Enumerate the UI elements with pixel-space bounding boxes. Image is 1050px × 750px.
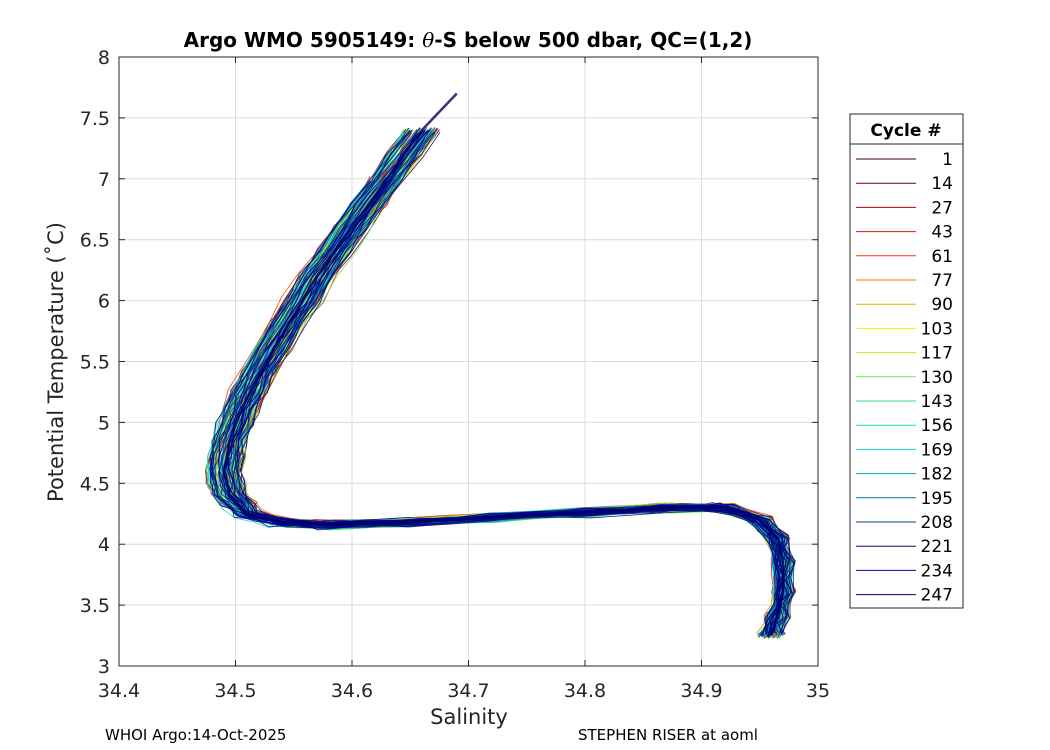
legend-entries: 1 14 27 43 61 77 90 103 117 130 143 156 169 182 195 208… (856, 150, 953, 606)
x-tick-label: 34.7 (447, 680, 489, 702)
legend-label: 43 (931, 223, 953, 243)
legend-label: 14 (931, 174, 953, 194)
y-tick-label: 6.5 (80, 230, 110, 252)
legend-label: 117 (921, 344, 953, 364)
chart-title: Argo WMO 5905149: θ-S below 500 dbar, QC… (184, 28, 753, 52)
plot-frame (118, 56, 819, 667)
title-suffix: -S below 500 dbar, QC=(1,2) (434, 28, 752, 52)
y-tick-labels: 3 3.5 4 4.5 5 5.5 6 6.5 7 7.5 8 (80, 47, 110, 678)
y-tick-label: 4.5 (80, 473, 110, 495)
legend-label: 169 (921, 440, 953, 460)
legend-label: 130 (921, 368, 953, 388)
legend-title: Cycle # (870, 121, 941, 141)
y-tick-label: 5.5 (80, 352, 110, 374)
y-tick-label: 7.5 (80, 108, 110, 130)
legend-label: 27 (931, 198, 953, 218)
legend-label: 90 (931, 295, 953, 315)
x-tick-label: 34.5 (214, 680, 256, 702)
y-tick-label: 4 (98, 534, 110, 556)
x-tick-label: 34.9 (680, 680, 722, 702)
legend-label: 182 (921, 465, 953, 485)
y-tick-label: 3.5 (80, 595, 110, 617)
profile-line (231, 128, 788, 637)
y-tick-label: 6 (98, 291, 110, 313)
legend-label: 1 (942, 150, 953, 170)
y-tick-label: 7 (98, 169, 110, 191)
legend-label: 103 (921, 319, 953, 339)
title-prefix: Argo WMO 5905149: (184, 28, 423, 52)
legend-label: 247 (921, 586, 953, 606)
footer-right: STEPHEN RISER at aoml (578, 726, 758, 744)
footer-left: WHOI Argo:14-Oct-2025 (105, 726, 287, 744)
y-tick-label: 3 (98, 656, 110, 678)
legend-label: 221 (921, 537, 953, 557)
y-tick-label: 8 (98, 47, 110, 69)
x-tick-label: 35 (806, 680, 830, 702)
x-tick-label: 34.6 (331, 680, 373, 702)
profile-lines (204, 92, 797, 640)
y-tick-label: 5 (98, 412, 110, 434)
legend-label: 77 (931, 271, 953, 291)
legend-label: 234 (921, 561, 953, 581)
x-tick-label: 34.4 (98, 680, 140, 702)
profile-core-line (222, 92, 785, 636)
legend-label: 208 (921, 513, 953, 533)
profile-line (210, 180, 784, 638)
legend-label: 156 (921, 416, 953, 436)
legend-label: 61 (931, 247, 953, 267)
x-tick-labels: 34.4 34.5 34.6 34.7 34.8 34.9 35 (98, 680, 830, 702)
legend-label: 195 (921, 489, 953, 509)
profile-line (226, 127, 779, 635)
legend-label: 143 (921, 392, 953, 412)
y-axis-label: Potential Temperature (˚C) (44, 222, 68, 502)
x-tick-label: 34.8 (564, 680, 606, 702)
x-axis-label: Salinity (430, 705, 508, 729)
title-theta: θ (422, 28, 434, 52)
legend: Cycle # 11427436177901031171301431561691… (849, 113, 964, 609)
legend-box (849, 113, 964, 609)
